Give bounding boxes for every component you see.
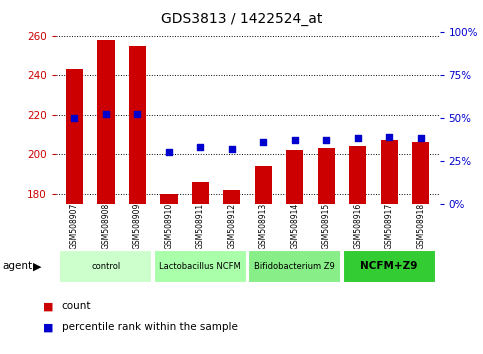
Point xyxy=(417,136,425,141)
Point xyxy=(102,112,110,117)
Text: count: count xyxy=(62,301,91,311)
Text: GSM508908: GSM508908 xyxy=(101,202,111,249)
Bar xyxy=(349,146,366,354)
Text: GSM508909: GSM508909 xyxy=(133,202,142,249)
Point xyxy=(322,137,330,143)
Text: control: control xyxy=(91,262,121,271)
Point xyxy=(71,115,78,120)
Bar xyxy=(192,182,209,354)
Text: GSM508915: GSM508915 xyxy=(322,202,331,249)
Point xyxy=(165,149,173,155)
Text: GSM508910: GSM508910 xyxy=(164,202,173,249)
FancyBboxPatch shape xyxy=(59,250,153,283)
Point xyxy=(228,146,236,152)
Point xyxy=(133,112,141,117)
Text: Lactobacillus NCFM: Lactobacillus NCFM xyxy=(159,262,241,271)
Text: NCFM+Z9: NCFM+Z9 xyxy=(360,261,418,272)
Bar xyxy=(381,141,398,354)
FancyBboxPatch shape xyxy=(342,250,436,283)
Text: GSM508917: GSM508917 xyxy=(384,202,394,249)
Text: GSM508911: GSM508911 xyxy=(196,202,205,249)
FancyBboxPatch shape xyxy=(154,250,247,283)
Point xyxy=(354,136,362,141)
Bar xyxy=(317,148,335,354)
Text: GSM508912: GSM508912 xyxy=(227,202,236,249)
Bar xyxy=(286,150,303,354)
Text: GSM508907: GSM508907 xyxy=(70,202,79,249)
Bar xyxy=(223,190,241,354)
Text: Bifidobacterium Z9: Bifidobacterium Z9 xyxy=(255,262,335,271)
Bar xyxy=(255,166,272,354)
Text: agent: agent xyxy=(2,261,32,272)
Text: ■: ■ xyxy=(43,322,54,332)
Bar xyxy=(97,40,114,354)
Point xyxy=(197,144,204,150)
Bar xyxy=(129,46,146,354)
FancyBboxPatch shape xyxy=(248,250,341,283)
Text: GSM508913: GSM508913 xyxy=(259,202,268,249)
Bar xyxy=(160,194,178,354)
Point xyxy=(291,137,298,143)
Bar xyxy=(66,69,83,354)
Text: ▶: ▶ xyxy=(33,261,42,272)
Text: ■: ■ xyxy=(43,301,54,311)
Text: GSM508914: GSM508914 xyxy=(290,202,299,249)
Text: percentile rank within the sample: percentile rank within the sample xyxy=(62,322,238,332)
Point xyxy=(259,139,267,144)
Point xyxy=(385,134,393,139)
Text: GSM508916: GSM508916 xyxy=(353,202,362,249)
Text: GDS3813 / 1422524_at: GDS3813 / 1422524_at xyxy=(161,12,322,27)
Text: GSM508918: GSM508918 xyxy=(416,202,425,249)
Bar xyxy=(412,142,429,354)
